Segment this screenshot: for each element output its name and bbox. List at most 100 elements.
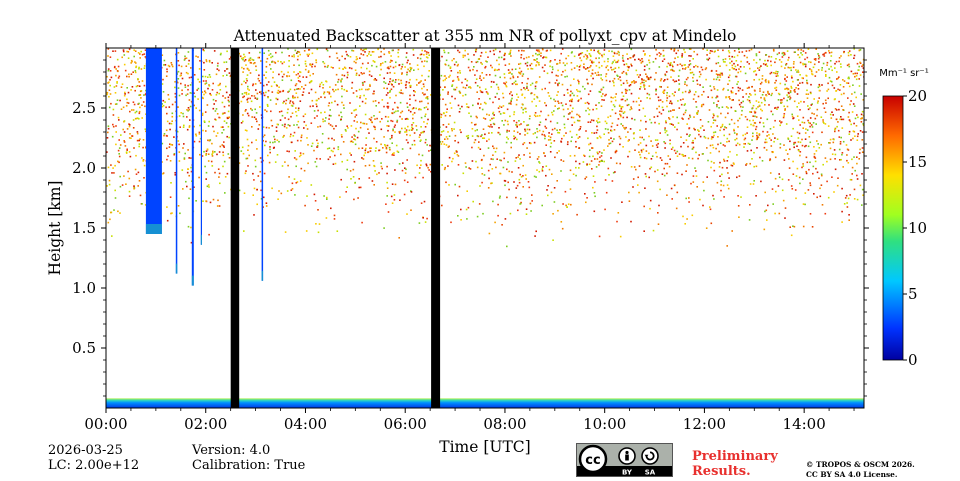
noise-speckle [472,104,474,107]
noise-speckle [466,84,468,87]
noise-speckle [419,53,422,56]
noise-speckle [323,91,326,93]
noise-speckle [479,86,481,89]
noise-speckle [804,63,806,65]
noise-speckle [630,106,632,108]
noise-speckle [813,113,815,115]
noise-speckle [171,112,174,115]
noise-speckle [355,90,358,92]
noise-speckle [842,140,845,143]
noise-speckle [655,151,657,154]
noise-speckle [205,130,207,132]
noise-speckle [205,171,208,174]
noise-speckle [765,81,767,83]
noise-speckle [781,56,784,58]
noise-speckle [118,139,120,141]
noise-speckle [165,106,167,109]
noise-speckle [219,182,221,185]
noise-speckle [545,104,547,107]
noise-speckle [589,66,591,69]
noise-speckle [853,57,855,59]
noise-speckle [262,196,265,199]
noise-speckle [709,208,712,211]
noise-speckle [623,111,626,113]
noise-speckle [404,172,407,174]
noise-speckle [217,199,219,202]
noise-speckle [476,166,479,169]
noise-speckle [788,167,791,169]
noise-speckle [769,158,771,160]
noise-speckle [848,111,850,114]
noise-speckle [804,63,807,66]
noise-speckle [762,130,764,133]
noise-speckle [242,114,244,116]
noise-speckle [797,84,799,86]
x-tick-label: 02:00 [184,415,227,433]
noise-speckle [166,219,169,222]
noise-speckle [834,168,837,171]
noise-speckle [695,106,698,108]
noise-speckle [289,100,292,102]
noise-speckle [654,57,657,60]
noise-speckle [375,79,378,81]
noise-speckle [124,145,127,147]
noise-speckle [591,60,593,63]
noise-speckle [387,107,389,109]
noise-speckle [672,69,674,72]
noise-speckle [475,160,477,163]
noise-speckle [834,127,837,130]
noise-speckle [503,124,505,126]
noise-speckle [752,119,754,122]
noise-speckle [616,74,618,77]
noise-speckle [744,72,747,75]
noise-speckle [604,128,607,130]
noise-speckle [214,118,216,121]
noise-speckle [787,59,789,61]
noise-speckle [849,178,852,181]
noise-speckle [749,143,751,145]
noise-speckle [353,120,356,122]
noise-speckle [138,67,140,70]
noise-speckle [186,128,189,131]
noise-speckle [508,63,511,65]
noise-speckle [169,128,171,131]
noise-speckle [166,70,168,73]
noise-speckle [826,160,828,163]
noise-speckle [616,124,619,126]
noise-speckle [284,117,286,119]
noise-speckle [198,176,200,179]
noise-speckle [187,168,189,170]
noise-speckle [341,74,344,76]
noise-speckle [379,64,382,67]
noise-speckle [702,204,704,207]
noise-speckle [515,187,518,189]
noise-speckle [666,172,668,175]
noise-speckle [459,129,461,131]
noise-speckle [791,115,794,118]
noise-speckle [659,157,662,159]
noise-speckle [401,148,404,150]
noise-speckle [591,147,593,149]
noise-speckle [607,128,609,131]
noise-speckle [662,90,665,92]
noise-speckle [413,94,415,97]
noise-speckle [207,87,209,90]
noise-speckle [401,66,403,68]
noise-speckle [637,143,640,146]
noise-speckle [507,161,509,163]
noise-speckle [114,103,117,105]
noise-speckle [860,121,863,123]
noise-speckle [350,154,352,156]
noise-speckle [111,235,113,237]
noise-speckle [689,48,692,50]
noise-speckle [163,59,166,62]
noise-speckle [849,103,851,106]
noise-speckle [792,225,794,227]
noise-speckle [288,90,290,93]
noise-speckle [517,76,519,78]
noise-speckle [421,92,424,94]
noise-speckle [595,108,598,110]
noise-speckle [767,80,770,82]
noise-speckle [245,157,248,160]
noise-speckle [129,110,131,113]
